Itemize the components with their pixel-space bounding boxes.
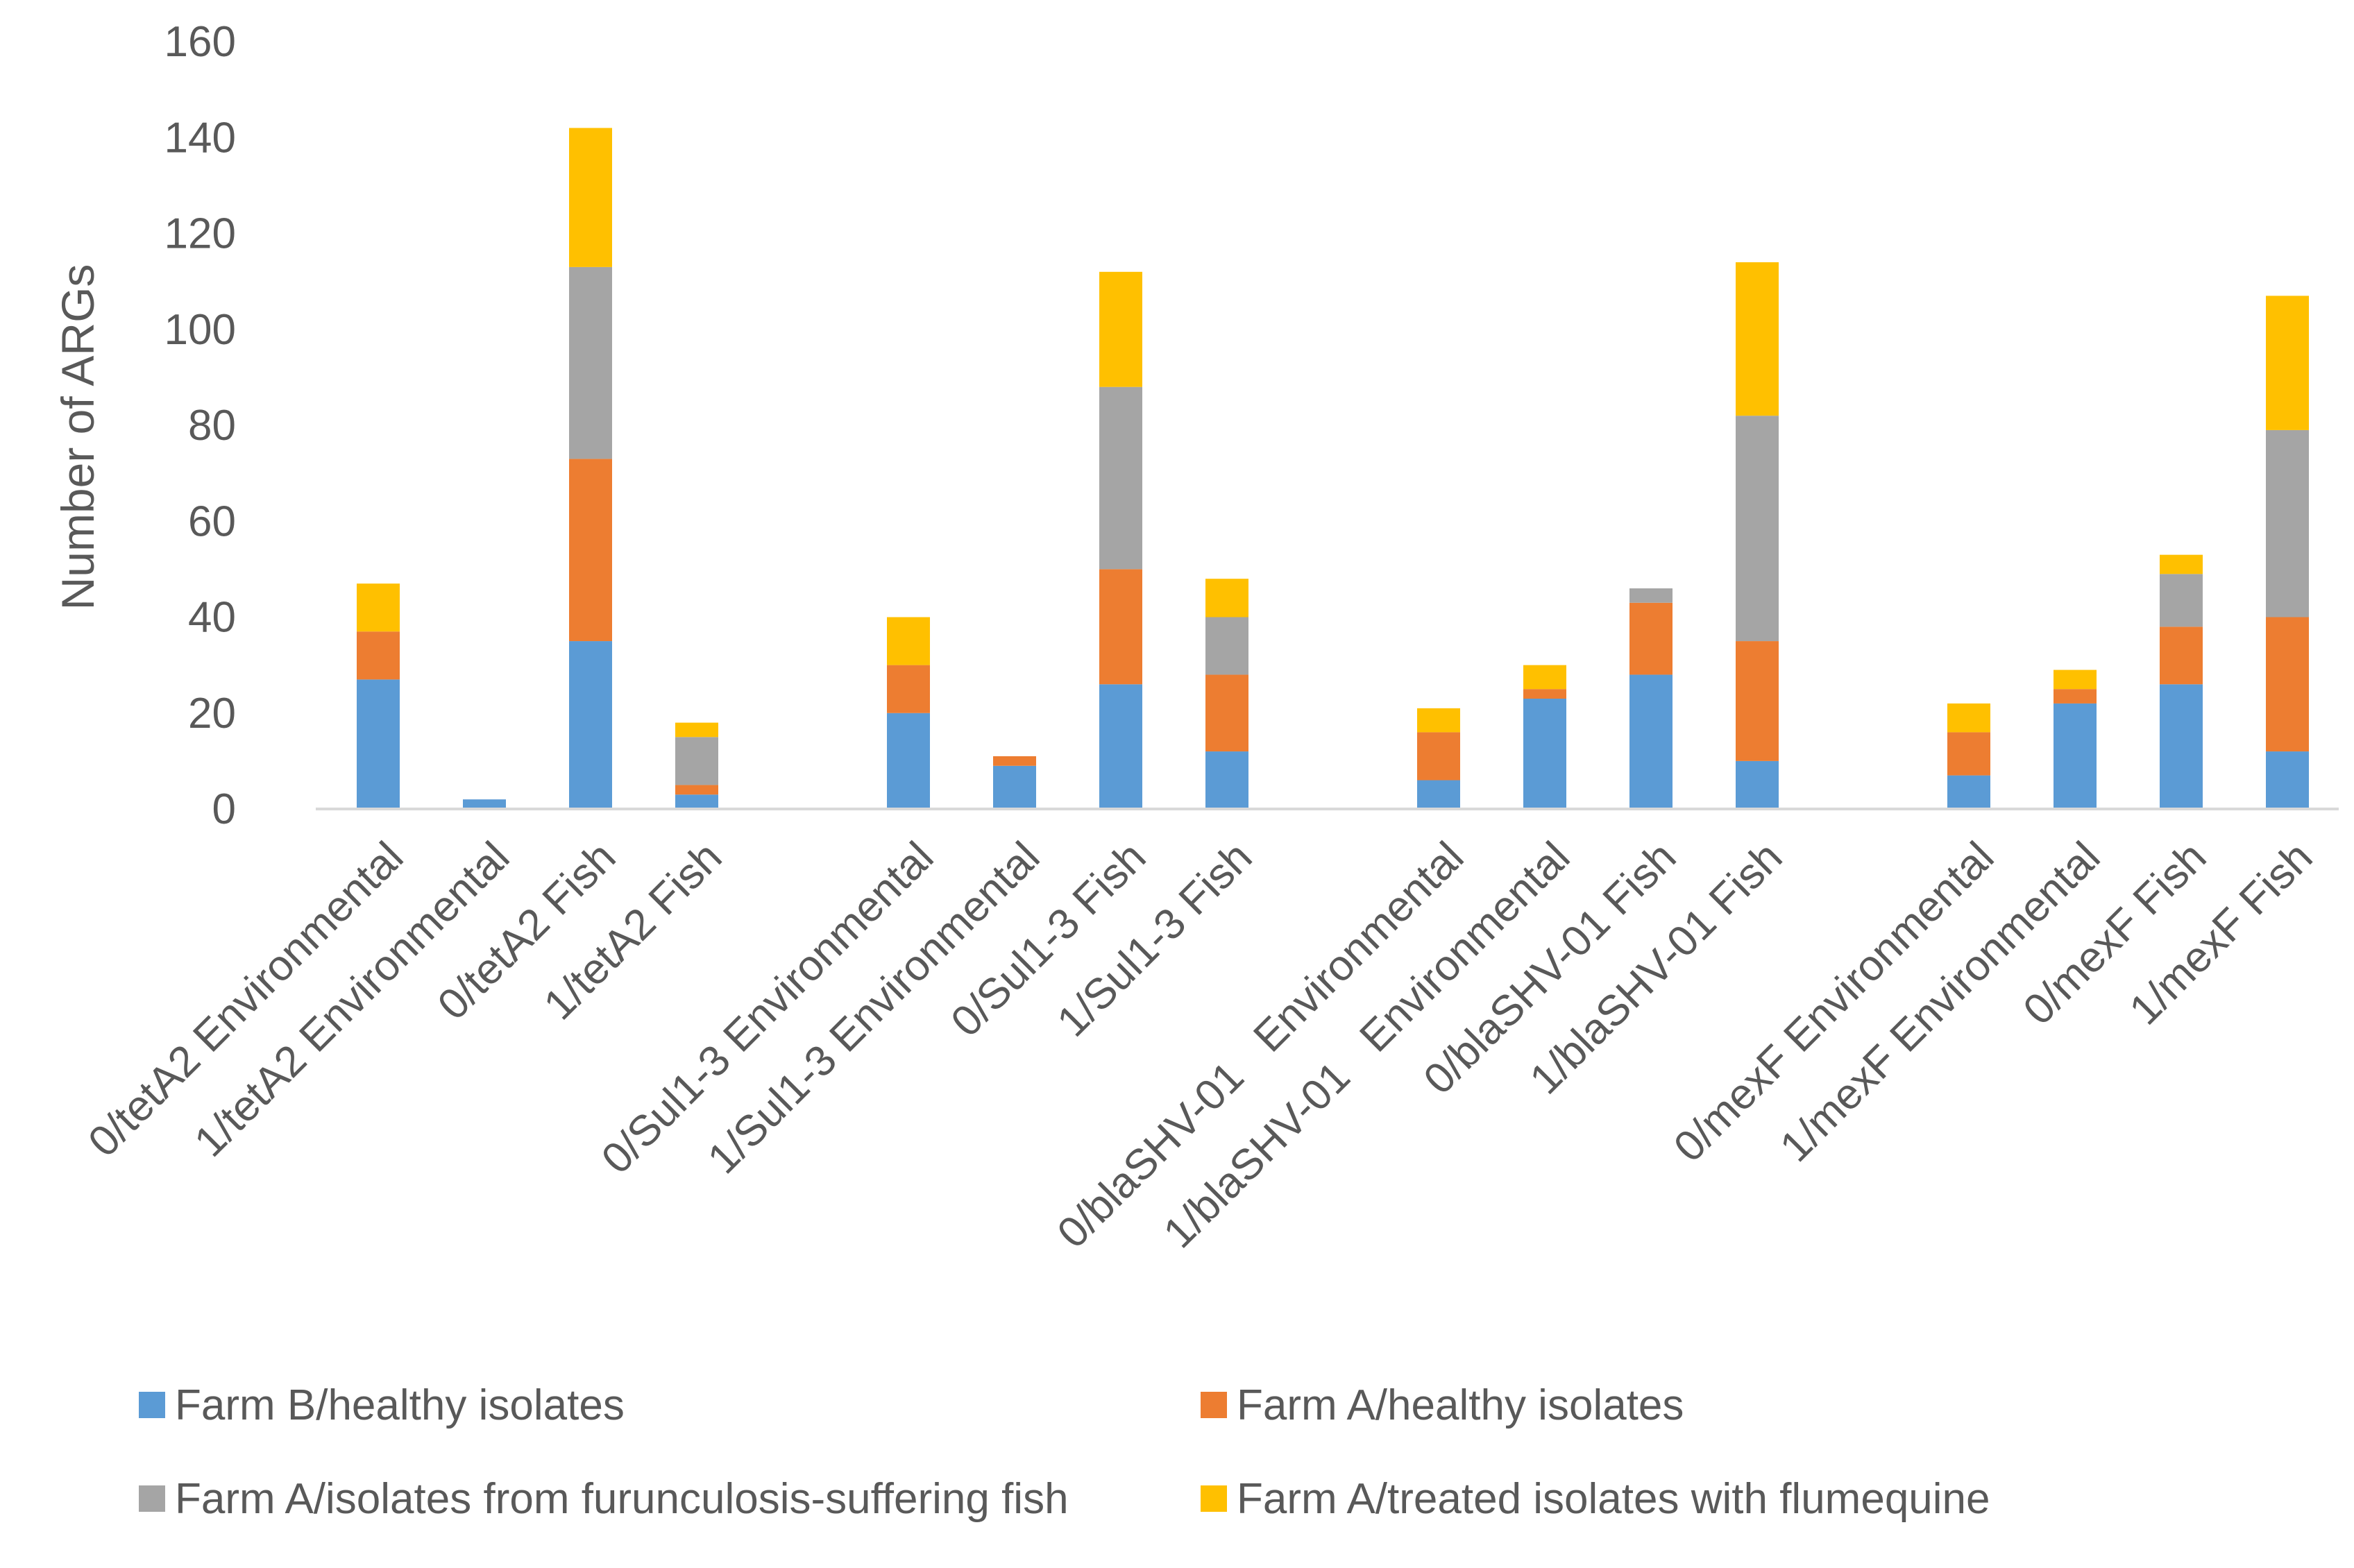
bar-segment: [2160, 574, 2203, 627]
bar-segment: [2160, 684, 2203, 809]
y-tick-label: 20: [188, 690, 236, 738]
bar-segment: [887, 617, 930, 665]
legend-label: Farm A/isolates from furunculosis-suffer…: [175, 1474, 1069, 1523]
y-tick-label: 140: [164, 114, 236, 162]
legend-swatch: [1201, 1485, 1227, 1512]
bar-segment: [569, 128, 612, 267]
legend-item: Farm A/healthy isolates: [1201, 1377, 1684, 1433]
bar-segment: [2266, 296, 2309, 430]
bar-segment: [1099, 271, 1142, 387]
bar-segment: [357, 679, 400, 809]
bar-segment: [1523, 689, 1566, 699]
bar-segment: [2266, 617, 2309, 752]
bar-segment: [1205, 674, 1248, 752]
bar-segment: [993, 756, 1036, 766]
bar-segment: [2266, 751, 2309, 809]
legend-swatch: [1201, 1392, 1227, 1418]
bar-segment: [2054, 689, 2097, 704]
bar-segment: [1736, 760, 1779, 809]
y-tick-label: 40: [188, 594, 236, 642]
bar-segment: [1417, 780, 1460, 809]
bar-segment: [1417, 708, 1460, 733]
bar-segment: [569, 459, 612, 642]
bar-segment: [675, 737, 718, 785]
bar-segment: [2160, 627, 2203, 685]
legend-item: Farm A/isolates from furunculosis-suffer…: [139, 1471, 1069, 1526]
bar-segment: [1736, 416, 1779, 642]
y-tick-label: 60: [188, 497, 236, 545]
bar-segment: [1629, 674, 1673, 809]
y-tick-label: 80: [188, 402, 236, 450]
bar-segment: [1099, 569, 1142, 685]
bar-segment: [1523, 665, 1566, 690]
legend-swatch: [139, 1392, 165, 1418]
bar-segment: [569, 641, 612, 809]
bar-segment: [357, 631, 400, 680]
bar-segment: [569, 266, 612, 459]
bar-segment: [2266, 429, 2309, 617]
y-axis-title: Number of ARGs: [52, 264, 103, 611]
legend-swatch: [139, 1485, 165, 1512]
bar-segment: [675, 785, 718, 795]
bar-segment: [1205, 751, 1248, 809]
bar-segment: [1947, 703, 1990, 733]
bar-segment: [1736, 641, 1779, 761]
legend: Farm B/healthy isolates Farm A/healthy is…: [139, 1377, 2290, 1544]
bar-segment: [1417, 732, 1460, 781]
legend-label: Farm A/treated isolates with flumequine: [1237, 1474, 1990, 1523]
y-tick-label: 120: [164, 210, 236, 258]
y-tick-label: 0: [212, 785, 236, 833]
bar-segment: [1947, 775, 1990, 809]
bar-segment: [2054, 670, 2097, 690]
bar-segment: [1523, 699, 1566, 809]
y-tick-label: 160: [164, 18, 236, 66]
y-tick-label: 100: [164, 306, 236, 354]
bar-segment: [1629, 602, 1673, 675]
legend-item: Farm A/treated isolates with flumequine: [1201, 1471, 1990, 1526]
bar-segment: [675, 722, 718, 738]
legend-item: Farm B/healthy isolates: [139, 1377, 625, 1433]
bar-segment: [1205, 579, 1248, 617]
bar-segment: [887, 713, 930, 809]
bar-segment: [1736, 262, 1779, 416]
legend-label: Farm B/healthy isolates: [175, 1381, 625, 1429]
bar-segment: [463, 799, 506, 809]
bar-segment: [2054, 703, 2097, 809]
bar-segment: [1205, 617, 1248, 675]
bar-segment: [1947, 732, 1990, 776]
bar-segment: [675, 794, 718, 809]
bar-segment: [1629, 588, 1673, 603]
bar-segment: [1099, 684, 1142, 809]
bar-segment: [357, 583, 400, 632]
bar-segment: [993, 765, 1036, 809]
legend-label: Farm A/healthy isolates: [1237, 1381, 1684, 1429]
bar-segment: [1099, 386, 1142, 570]
bar-segment: [887, 665, 930, 713]
bar-segment: [2160, 554, 2203, 574]
